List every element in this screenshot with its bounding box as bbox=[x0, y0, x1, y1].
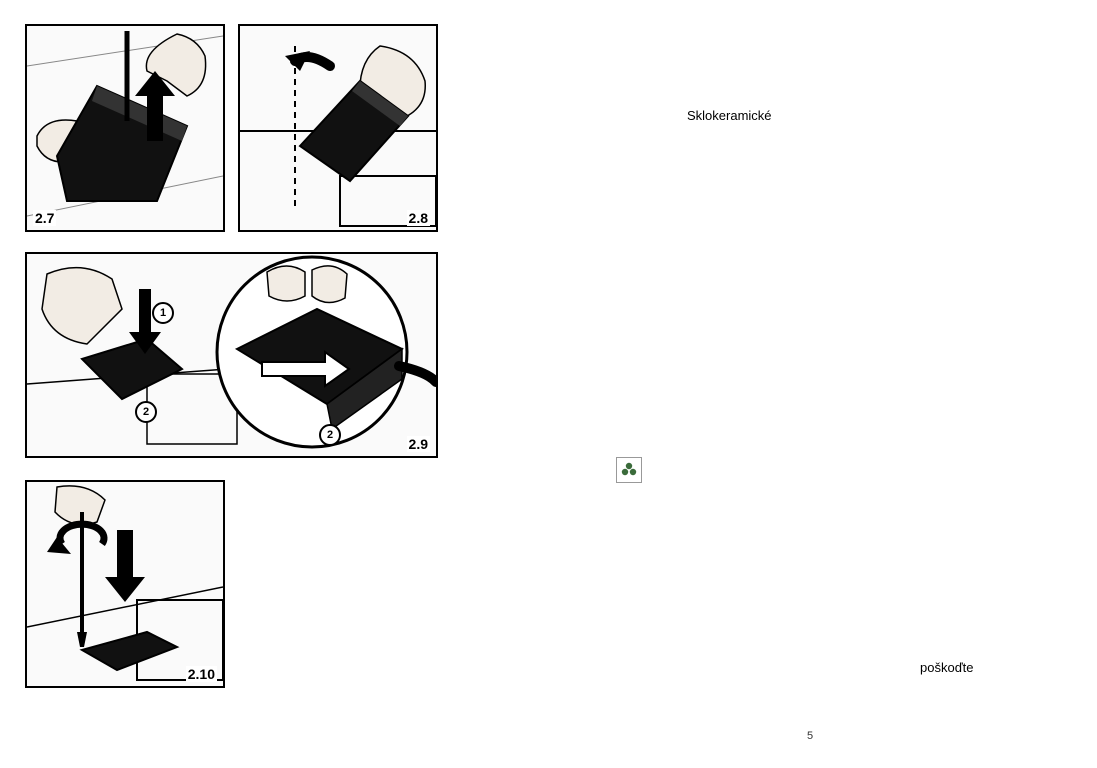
manual-page: 2.7 2.8 bbox=[0, 0, 1097, 768]
figure-2-7-label: 2.7 bbox=[33, 210, 56, 226]
step-number-2b: 2 bbox=[319, 424, 341, 446]
page-number: 5 bbox=[807, 730, 813, 742]
figure-2-9-label: 2.9 bbox=[407, 436, 430, 452]
figure-2-7-illustration bbox=[27, 26, 223, 230]
text-sklokeramicke: Sklokeramické bbox=[687, 108, 772, 123]
step-number-1: 1 bbox=[152, 302, 174, 324]
figure-2-9: 1 2 2 2.9 bbox=[25, 252, 438, 458]
text-poskodte: poškoďte bbox=[920, 660, 974, 675]
eco-icon bbox=[616, 457, 642, 483]
step-number-2a: 2 bbox=[135, 401, 157, 423]
figure-2-10-label: 2.10 bbox=[186, 666, 217, 682]
figure-2-8: 2.8 bbox=[238, 24, 438, 232]
figure-2-7: 2.7 bbox=[25, 24, 225, 232]
figure-2-10-illustration bbox=[27, 482, 223, 686]
figure-2-8-illustration bbox=[240, 26, 436, 230]
figure-2-9-illustration bbox=[27, 254, 436, 456]
figure-2-8-label: 2.8 bbox=[407, 210, 430, 226]
figure-2-10: 2.10 bbox=[25, 480, 225, 688]
